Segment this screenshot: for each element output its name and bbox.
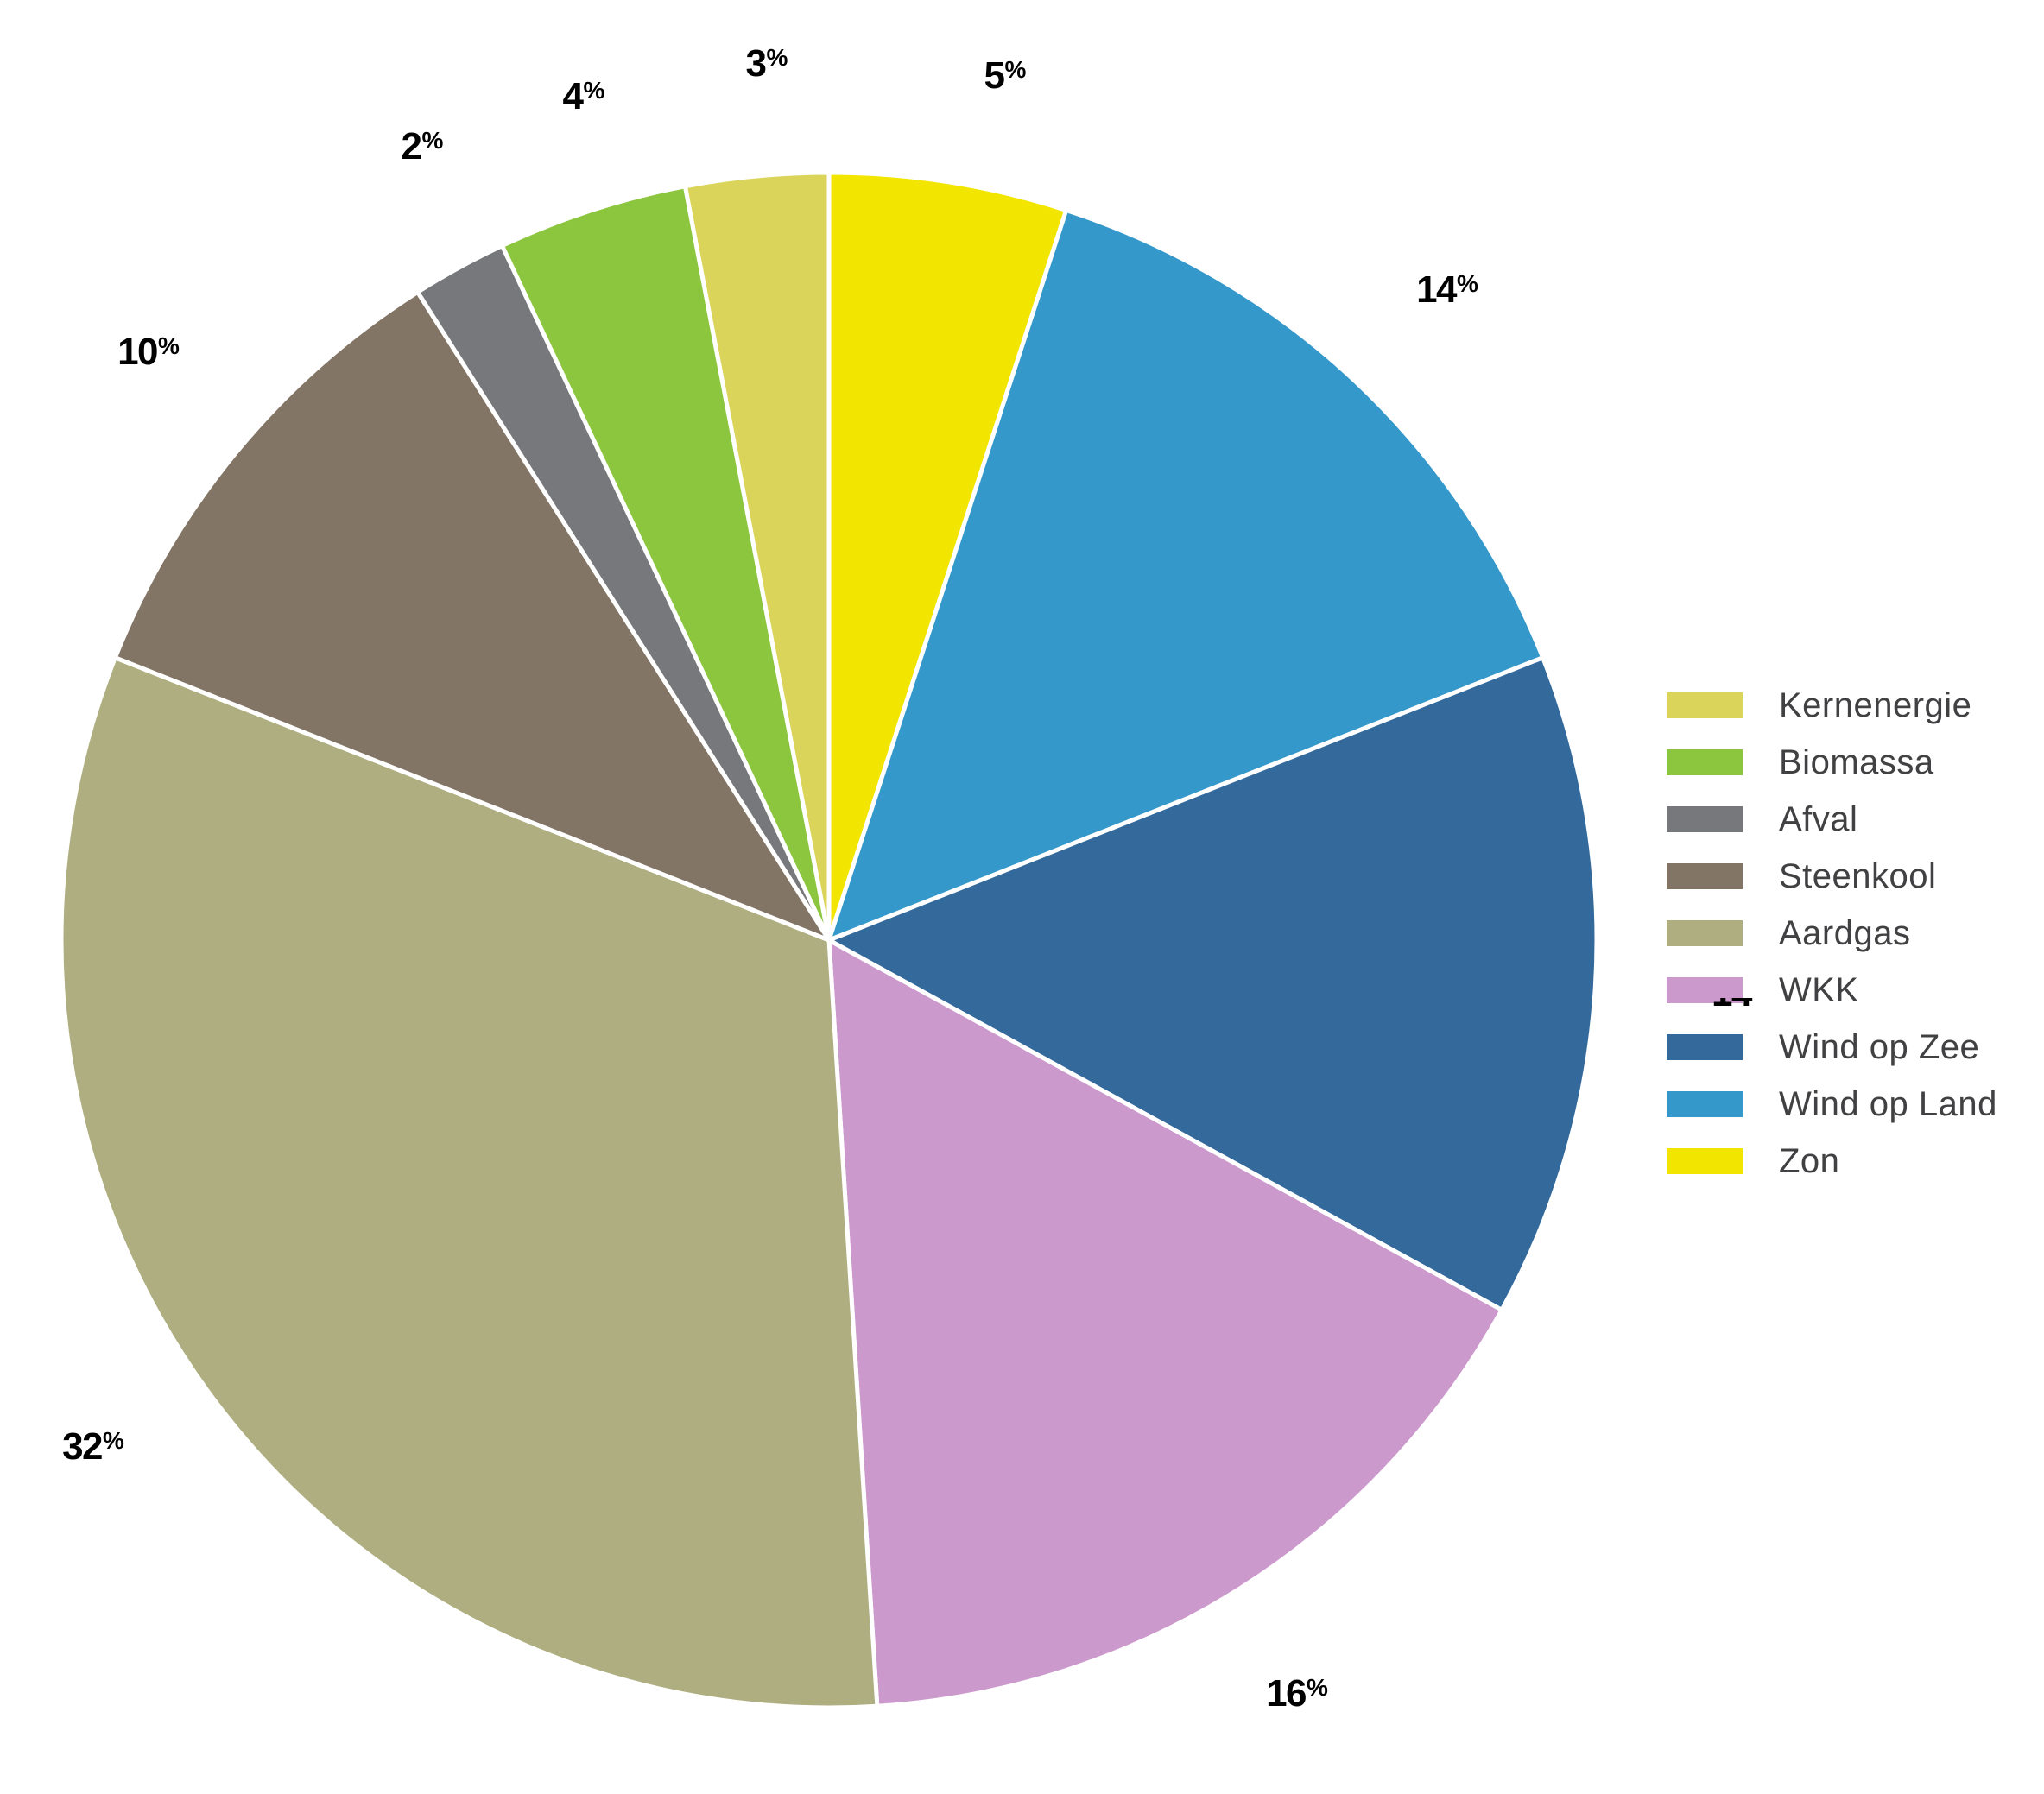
legend-label-afval: Afval (1779, 799, 1858, 838)
legend-label-kernenergie: Kernenergie (1779, 685, 1972, 724)
percent-sign: % (1752, 998, 1774, 1001)
legend-swatch-zon (1667, 1148, 1743, 1174)
pie-slice-kernenergie (682, 170, 832, 943)
legend: Kernenergie Biomassa Afval Steenkool Aardgas… (1648, 666, 2023, 1207)
legend-item-kernenergie: Kernenergie (1667, 677, 1997, 734)
pct-label-wind-op-zee: 14% (1712, 998, 1774, 1013)
legend-item-biomassa: Biomassa (1667, 734, 1997, 791)
pie-slice-wind-op-zee (826, 655, 1599, 1312)
pie-slice-wkk (826, 938, 1504, 1709)
pie-slice-aardgas (59, 655, 880, 1710)
legend-swatch-steenkool (1667, 863, 1743, 889)
legend-label-biomassa: Biomassa (1779, 742, 1934, 781)
legend-swatch-wind-op-land (1667, 1091, 1743, 1117)
legend-swatch-kernenergie (1667, 692, 1743, 718)
occluded-pct-label-wind-op-zee: 14% (1712, 998, 1777, 1013)
legend-label-steenkool: Steenkool (1779, 856, 1937, 895)
legend-label-aardgas: Aardgas (1779, 913, 1911, 952)
legend-swatch-aardgas (1667, 920, 1743, 946)
legend-item-wind-op-land: Wind op Land (1667, 1076, 1997, 1133)
legend-label-wkk: WKK (1779, 970, 1859, 1009)
legend-item-steenkool: Steenkool (1667, 848, 1997, 905)
legend-item-wkk: WKK (1667, 962, 1997, 1019)
pct-value: 14 (1712, 998, 1752, 1013)
legend-swatch-wind-op-zee (1667, 1034, 1743, 1060)
legend-label-wind-op-land: Wind op Land (1779, 1084, 1997, 1123)
legend-swatch-afval (1667, 806, 1743, 832)
legend-swatch-wkk (1667, 977, 1743, 1003)
pie-slice-biomassa (499, 184, 832, 943)
pie-slice-wind-op-land (826, 208, 1546, 943)
legend-item-afval: Afval (1667, 791, 1997, 848)
legend-item-aardgas: Aardgas (1667, 905, 1997, 962)
legend-label-zon: Zon (1779, 1141, 1840, 1180)
legend-swatch-biomassa (1667, 749, 1743, 775)
legend-label-wind-op-zee: Wind op Zee (1779, 1027, 1980, 1066)
legend-item-zon: Zon (1667, 1133, 1997, 1190)
pie-slice-steenkool (112, 289, 832, 943)
pie-slice-zon (826, 170, 1069, 943)
legend-item-wind-op-zee: Wind op Zee (1667, 1019, 1997, 1076)
